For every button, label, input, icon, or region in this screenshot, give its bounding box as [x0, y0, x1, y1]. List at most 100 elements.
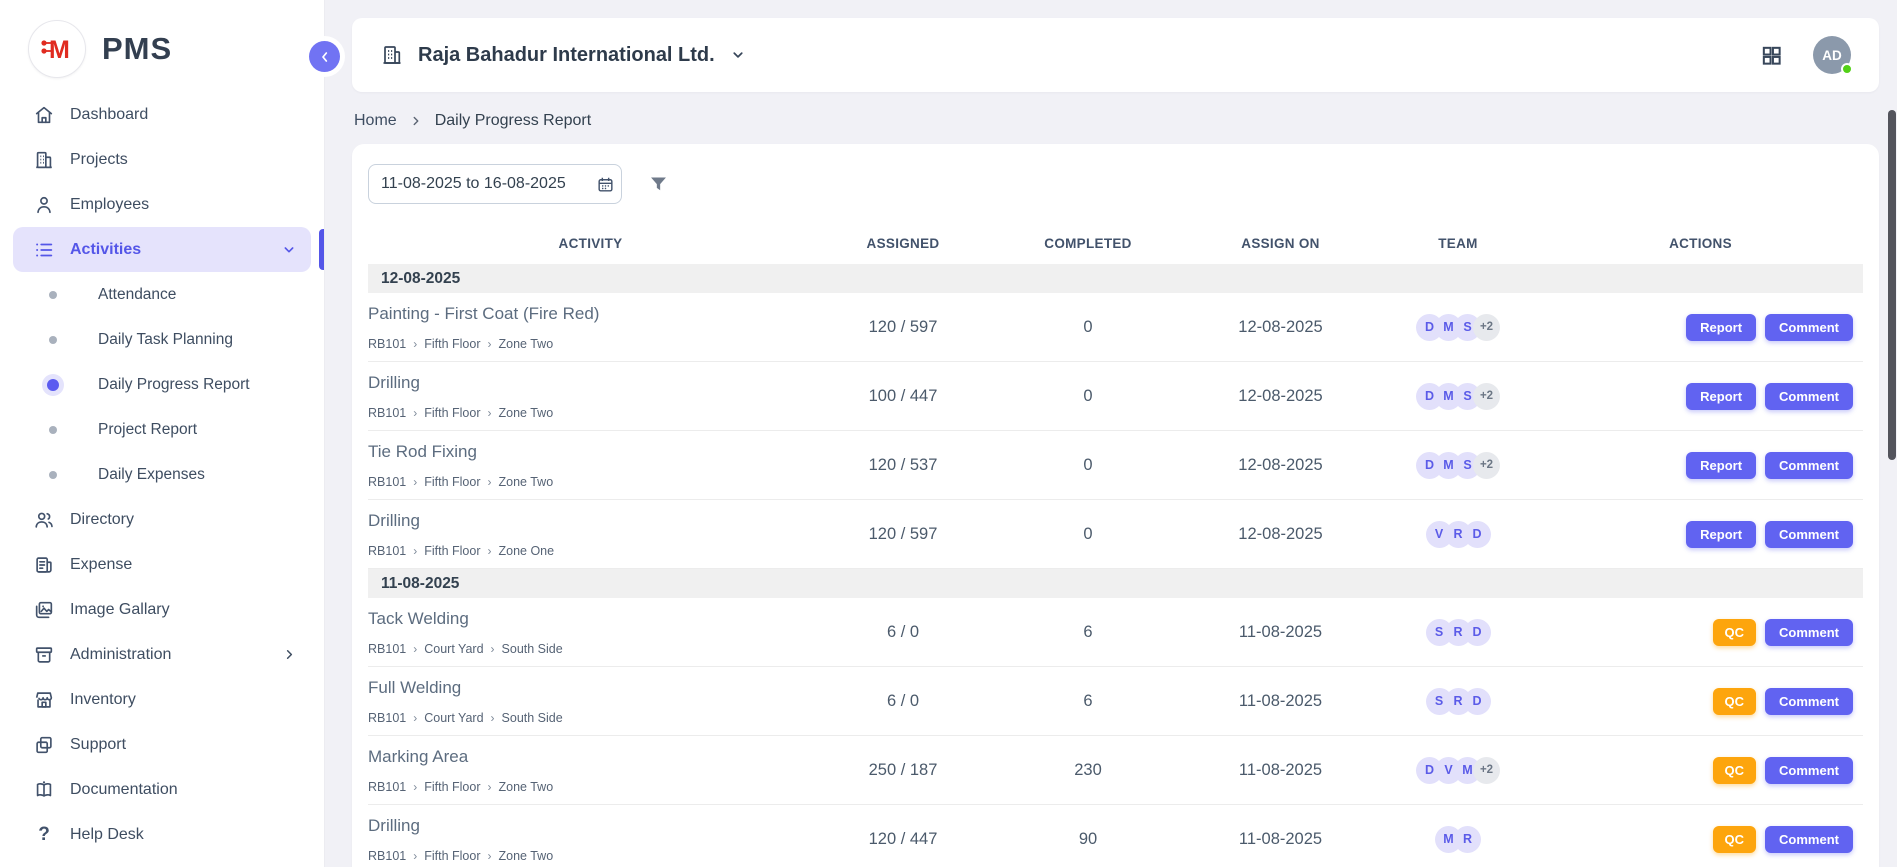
- table-row: DrillingRB101›Fifth Floor›Zone Two100 / …: [368, 362, 1863, 431]
- assign-on-date: 12-08-2025: [1183, 456, 1378, 475]
- comment-button[interactable]: Comment: [1765, 826, 1853, 853]
- assigned-count: 120 / 597: [813, 318, 993, 337]
- sidebar-item-support[interactable]: Support: [13, 722, 311, 767]
- chevron-right-icon: ›: [413, 780, 417, 794]
- team-more-badge[interactable]: +2: [1473, 383, 1500, 410]
- comment-button[interactable]: Comment: [1765, 688, 1853, 715]
- filter-funnel-icon[interactable]: [648, 174, 669, 195]
- sidebar-item-directory[interactable]: Directory: [13, 497, 311, 542]
- column-header-completed: Completed: [993, 236, 1183, 251]
- sidebar-item-project-report[interactable]: Project Report: [0, 407, 324, 452]
- actions-cell: Report Comment: [1538, 521, 1863, 548]
- qc-button[interactable]: QC: [1713, 619, 1757, 646]
- activity-location-path: RB101›Fifth Floor›Zone Two: [368, 406, 813, 420]
- sidebar-item-daily-expenses[interactable]: Daily Expenses: [0, 452, 324, 497]
- actions-cell: Report Comment: [1538, 383, 1863, 410]
- report-button[interactable]: Report: [1686, 452, 1756, 479]
- bullet-dot-icon: [49, 291, 57, 299]
- company-selector[interactable]: Raja Bahadur International Ltd.: [380, 43, 747, 67]
- column-header-assign-on: Assign On: [1183, 236, 1378, 251]
- comment-button[interactable]: Comment: [1765, 521, 1853, 548]
- top-header-bar: Raja Bahadur International Ltd. AD: [352, 18, 1879, 92]
- actions-cell: QC Comment: [1538, 619, 1863, 646]
- activity-location-path: RB101›Fifth Floor›Zone Two: [368, 337, 813, 351]
- assigned-count: 120 / 597: [813, 525, 993, 544]
- activity-location-path: RB101›Fifth Floor›Zone Two: [368, 849, 813, 863]
- breadcrumb: Home Daily Progress Report: [354, 112, 1879, 130]
- qc-button[interactable]: QC: [1713, 826, 1757, 853]
- completed-count: 90: [993, 830, 1183, 849]
- documentation-icon: [33, 779, 55, 801]
- comment-button[interactable]: Comment: [1765, 757, 1853, 784]
- assigned-count: 250 / 187: [813, 761, 993, 780]
- team-more-badge[interactable]: +2: [1473, 314, 1500, 341]
- table-group-date-row: 12-08-2025: [368, 264, 1863, 293]
- table-body: 12-08-2025 Painting - First Coat (Fire Re…: [368, 264, 1863, 867]
- activity-cell: Painting - First Coat (Fire Red)RB101›Fi…: [368, 304, 813, 351]
- sidebar-item-administration[interactable]: Administration: [13, 632, 311, 677]
- chevron-right-icon: ›: [488, 544, 492, 558]
- team-member-avatar: D: [1464, 688, 1491, 715]
- qc-button[interactable]: QC: [1713, 757, 1757, 784]
- sidebar-item-daily-progress-report[interactable]: Daily Progress Report: [0, 362, 324, 407]
- comment-button[interactable]: Comment: [1765, 619, 1853, 646]
- user-avatar[interactable]: AD: [1813, 36, 1851, 74]
- date-range-picker[interactable]: [368, 164, 622, 204]
- activity-name: Tie Rod Fixing: [368, 442, 813, 462]
- table-header-row: Activity Assigned Completed Assign On Te…: [368, 222, 1863, 264]
- sidebar-item-expense[interactable]: Expense: [13, 542, 311, 587]
- path-segment: Fifth Floor: [424, 475, 480, 489]
- bullet-dot-icon: [47, 379, 59, 391]
- team-more-badge[interactable]: +2: [1473, 757, 1500, 784]
- home-icon: [33, 104, 55, 126]
- comment-button[interactable]: Comment: [1765, 383, 1853, 410]
- bullet-dot-icon: [49, 471, 57, 479]
- employees-icon: [33, 194, 55, 216]
- brand-logo-icon: M: [28, 20, 86, 78]
- date-range-input[interactable]: [381, 175, 588, 193]
- sidebar-item-help-desk[interactable]: ?Help Desk: [13, 812, 311, 857]
- comment-button[interactable]: Comment: [1765, 452, 1853, 479]
- actions-cell: Report Comment: [1538, 314, 1863, 341]
- chevron-right-icon: ›: [413, 544, 417, 558]
- sidebar-item-image-gallary[interactable]: Image Gallary: [13, 587, 311, 632]
- sidebar-item-daily-task-planning[interactable]: Daily Task Planning: [0, 317, 324, 362]
- progress-table: Activity Assigned Completed Assign On Te…: [368, 222, 1863, 867]
- scrollbar-thumb[interactable]: [1888, 110, 1896, 460]
- breadcrumb-home-link[interactable]: Home: [354, 112, 397, 130]
- path-segment: Zone Two: [499, 406, 554, 420]
- comment-button[interactable]: Comment: [1765, 314, 1853, 341]
- sidebar-item-documentation[interactable]: Documentation: [13, 767, 311, 812]
- chevron-down-icon: [729, 46, 747, 64]
- sidebar-item-label: Daily Task Planning: [98, 331, 233, 349]
- team-more-badge[interactable]: +2: [1473, 452, 1500, 479]
- sidebar-item-attendance[interactable]: Attendance: [0, 272, 324, 317]
- support-icon: [33, 734, 55, 756]
- sidebar-item-label: Image Gallary: [70, 601, 170, 619]
- sidebar-item-dashboard[interactable]: Dashboard: [13, 92, 311, 137]
- report-button[interactable]: Report: [1686, 314, 1756, 341]
- sidebar-item-activities[interactable]: Activities: [13, 227, 311, 272]
- main-area: Raja Bahadur International Ltd. AD: [324, 0, 1897, 867]
- report-button[interactable]: Report: [1686, 383, 1756, 410]
- completed-count: 0: [993, 525, 1183, 544]
- sidebar-item-label: Activities: [70, 241, 141, 259]
- image-gallery-icon: [33, 599, 55, 621]
- sidebar-collapse-button[interactable]: [309, 41, 340, 72]
- path-segment: RB101: [368, 849, 406, 863]
- assigned-count: 100 / 447: [813, 387, 993, 406]
- sidebar-item-inventory[interactable]: Inventory: [13, 677, 311, 722]
- report-button[interactable]: Report: [1686, 521, 1756, 548]
- path-segment: Fifth Floor: [424, 849, 480, 863]
- sidebar-item-projects[interactable]: Projects: [13, 137, 311, 182]
- completed-count: 0: [993, 456, 1183, 475]
- path-segment: Zone Two: [499, 780, 554, 794]
- sidebar-item-employees[interactable]: Employees: [13, 182, 311, 227]
- activity-name: Tack Welding: [368, 609, 813, 629]
- qc-button[interactable]: QC: [1713, 688, 1757, 715]
- apps-grid-button[interactable]: [1760, 44, 1783, 67]
- administration-icon: [33, 644, 55, 666]
- team-avatars: DMS+2: [1378, 452, 1538, 479]
- activity-cell: DrillingRB101›Fifth Floor›Zone One: [368, 511, 813, 558]
- chevron-left-icon: [317, 49, 333, 65]
